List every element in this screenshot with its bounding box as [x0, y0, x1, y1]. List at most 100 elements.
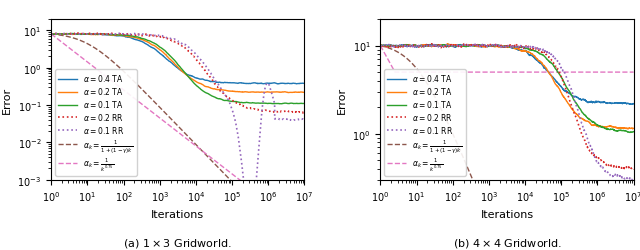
- $\alpha = 0.2$ RR: [73, 32, 81, 35]
- $\alpha = 0.2$ TA: [92, 34, 99, 37]
- $\alpha = 0.2$ TA: [625, 127, 632, 130]
- Line: $\alpha = 0.1$ RR: $\alpha = 0.1$ RR: [380, 45, 634, 180]
- $\alpha = 0.2$ TA: [598, 126, 605, 129]
- $\alpha = 0.1$ TA: [630, 131, 637, 134]
- $\alpha = 0.4$ TA: [627, 104, 635, 106]
- $\alpha = 0.1$ TA: [474, 44, 481, 47]
- $\alpha = 0.2$ RR: [625, 166, 632, 169]
- $\alpha_k = \frac{1}{k^{0.75}}$: [376, 45, 384, 48]
- $\alpha = 0.2$ TA: [268, 91, 276, 94]
- $\alpha = 0.1$ RR: [296, 118, 303, 122]
- $\alpha = 0.2$ TA: [630, 127, 637, 130]
- $\alpha_k = \frac{1}{k^{0.75}}$: [406, 71, 413, 74]
- $\alpha = 0.4$ TA: [268, 82, 276, 85]
- $\alpha = 0.4$ TA: [420, 45, 428, 48]
- Title: (b) $4 \times 4$ Gridworld.: (b) $4 \times 4$ Gridworld.: [452, 236, 561, 249]
- Line: $\alpha = 0.2$ TA: $\alpha = 0.2$ TA: [51, 34, 305, 93]
- $\alpha_k = \frac{1}{k^{0.75}}$: [598, 71, 605, 74]
- $\alpha = 0.4$ TA: [92, 34, 99, 36]
- $\alpha = 0.4$ TA: [630, 103, 637, 106]
- $\alpha = 0.1$ RR: [443, 44, 451, 47]
- $\alpha = 0.2$ RR: [376, 45, 384, 48]
- $\alpha = 0.1$ TA: [76, 34, 84, 36]
- $\alpha = 0.1$ RR: [145, 34, 152, 37]
- $\alpha_k = \frac{1}{1+(1-\gamma)k}$: [405, 60, 413, 63]
- $\alpha = 0.1$ TA: [625, 131, 632, 134]
- $\alpha = 0.2$ TA: [624, 128, 632, 131]
- $\alpha = 0.1$ TA: [145, 40, 152, 43]
- $\alpha = 0.2$ TA: [474, 46, 481, 49]
- $\alpha_k = \frac{1}{1+(1-\gamma)k}$: [47, 33, 55, 36]
- $\alpha_k = \frac{1}{1+(1-\gamma)k}$: [156, 106, 163, 109]
- $\alpha = 0.4$ TA: [474, 46, 481, 48]
- $\alpha = 0.2$ RR: [268, 111, 276, 114]
- $\alpha_k = \frac{1}{k^{0.75}}$: [268, 204, 276, 207]
- $\alpha = 0.4$ TA: [405, 45, 413, 48]
- $\alpha = 0.1$ RR: [301, 118, 308, 121]
- $\alpha_k = \frac{1}{1+(1-\gamma)k}$: [376, 45, 384, 48]
- $\alpha = 0.2$ RR: [301, 112, 308, 114]
- $\alpha = 0.1$ TA: [268, 103, 276, 106]
- Y-axis label: Error: Error: [337, 86, 347, 114]
- $\alpha = 0.2$ TA: [376, 45, 384, 48]
- $\alpha = 0.2$ RR: [420, 45, 428, 48]
- $\alpha = 0.1$ RR: [76, 34, 84, 36]
- $\alpha = 0.2$ TA: [79, 33, 87, 36]
- $\alpha = 0.2$ RR: [47, 33, 55, 36]
- Legend: $\alpha = 0.4$ TA, $\alpha = 0.2$ TA, $\alpha = 0.1$ TA, $\alpha = 0.2$ RR, $\al: $\alpha = 0.4$ TA, $\alpha = 0.2$ TA, $\…: [384, 70, 466, 176]
- $\alpha = 0.2$ TA: [420, 44, 428, 48]
- $\alpha_k = \frac{1}{k^{0.75}}$: [47, 33, 55, 36]
- $\alpha_k = \frac{1}{k^{0.75}}$: [391, 71, 399, 74]
- $\alpha = 0.1$ TA: [47, 33, 55, 36]
- $\alpha = 0.2$ TA: [296, 91, 303, 94]
- $\alpha_k = \frac{1}{k^{0.75}}$: [92, 67, 99, 70]
- $\alpha = 0.4$ TA: [376, 45, 384, 48]
- $\alpha = 0.2$ RR: [145, 35, 152, 38]
- $\alpha = 0.1$ RR: [630, 178, 637, 182]
- $\alpha_k = \frac{1}{k^{0.75}}$: [296, 216, 303, 219]
- $\alpha = 0.2$ TA: [301, 92, 308, 94]
- Legend: $\alpha = 0.4$ TA, $\alpha = 0.2$ TA, $\alpha = 0.1$ TA, $\alpha = 0.2$ RR, $\al: $\alpha = 0.4$ TA, $\alpha = 0.2$ TA, $\…: [55, 70, 136, 176]
- $\alpha = 0.2$ RR: [296, 111, 303, 114]
- Line: $\alpha = 0.2$ RR: $\alpha = 0.2$ RR: [380, 45, 634, 169]
- $\alpha = 0.2$ TA: [444, 44, 451, 46]
- $\alpha = 0.1$ RR: [47, 33, 55, 36]
- $\alpha_k = \frac{1}{1+(1-\gamma)k}$: [92, 48, 99, 50]
- $\alpha_k = \frac{1}{k^{0.75}}$: [625, 71, 632, 74]
- $\alpha_k = \frac{1}{k^{0.75}}$: [630, 71, 637, 74]
- $\alpha = 0.1$ RR: [156, 35, 163, 38]
- $\alpha_k = \frac{1}{k^{0.75}}$: [484, 71, 492, 74]
- $\alpha = 0.1$ TA: [626, 132, 634, 134]
- $\alpha_k = \frac{1}{k^{0.75}}$: [474, 71, 481, 74]
- $\alpha = 0.4$ TA: [301, 83, 308, 86]
- $\alpha = 0.2$ RR: [300, 112, 307, 115]
- $\alpha = 0.1$ TA: [156, 46, 163, 49]
- Line: $\alpha_k = \frac{1}{1+(1-\gamma)k}$: $\alpha_k = \frac{1}{1+(1-\gamma)k}$: [51, 35, 305, 217]
- $\alpha = 0.1$ RR: [598, 166, 605, 168]
- $\alpha = 0.2$ RR: [76, 33, 84, 36]
- $\alpha = 0.2$ RR: [156, 36, 163, 39]
- $\alpha = 0.4$ TA: [625, 103, 632, 106]
- $\alpha = 0.1$ TA: [301, 103, 308, 106]
- $\alpha = 0.1$ TA: [405, 45, 413, 48]
- $\alpha = 0.2$ TA: [405, 44, 413, 47]
- $\alpha_k = \frac{1}{k^{0.75}}$: [301, 216, 308, 219]
- Title: (a) $1 \times 3$ Gridworld.: (a) $1 \times 3$ Gridworld.: [124, 236, 232, 249]
- Line: $\alpha_k = \frac{1}{k^{0.75}}$: $\alpha_k = \frac{1}{k^{0.75}}$: [51, 35, 305, 217]
- $\alpha = 0.4$ TA: [156, 52, 163, 55]
- $\alpha_k = \frac{1}{1+(1-\gamma)k}$: [301, 216, 308, 219]
- $\alpha = 0.1$ RR: [628, 179, 636, 182]
- $\alpha = 0.2$ RR: [630, 168, 637, 170]
- $\alpha = 0.1$ TA: [67, 33, 74, 36]
- $\alpha = 0.1$ RR: [474, 45, 481, 48]
- Line: $\alpha = 0.1$ TA: $\alpha = 0.1$ TA: [380, 45, 634, 133]
- $\alpha = 0.2$ RR: [92, 33, 99, 36]
- $\alpha = 0.2$ RR: [462, 43, 470, 46]
- $\alpha = 0.1$ RR: [246, 228, 253, 231]
- $\alpha_k = \frac{1}{1+(1-\gamma)k}$: [474, 190, 481, 193]
- $\alpha = 0.1$ TA: [376, 44, 384, 48]
- $\alpha_k = \frac{1}{1+(1-\gamma)k}$: [296, 216, 303, 219]
- Line: $\alpha = 0.2$ TA: $\alpha = 0.2$ TA: [380, 45, 634, 129]
- $\alpha = 0.2$ RR: [484, 44, 492, 47]
- $\alpha = 0.1$ TA: [474, 44, 481, 47]
